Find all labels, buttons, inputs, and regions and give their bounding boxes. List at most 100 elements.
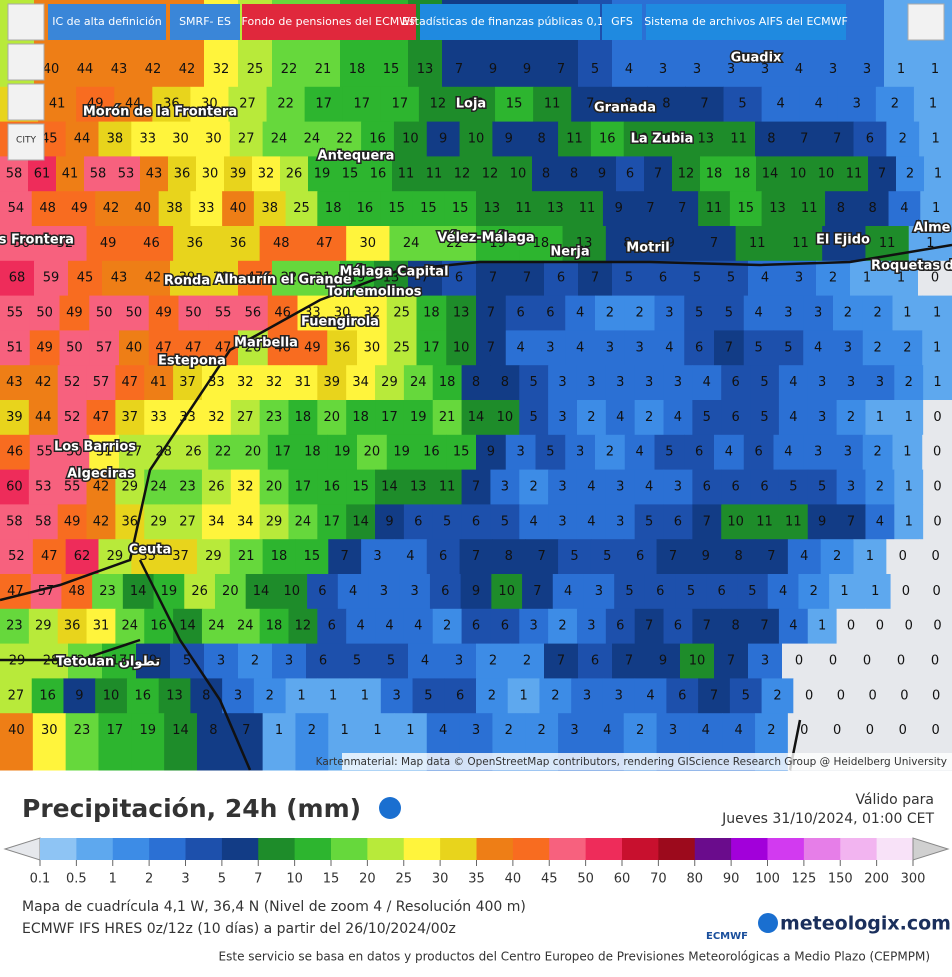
- cell-value: 50: [36, 306, 53, 321]
- grid-cell: [634, 400, 665, 436]
- grid-cell: [692, 608, 722, 645]
- toolbar-button[interactable]: [170, 4, 240, 40]
- cell-value: 54: [8, 201, 25, 216]
- cell-value: 10: [498, 584, 515, 599]
- grid-cell: [184, 574, 216, 610]
- grid-cell: [656, 121, 690, 157]
- cell-value: 16: [369, 132, 386, 147]
- cell-value: 38: [261, 201, 278, 216]
- grid-cell: [476, 434, 507, 471]
- cell-value: 30: [41, 723, 58, 738]
- cell-value: 43: [146, 166, 163, 181]
- grid-cell: [892, 434, 923, 471]
- cell-value: 16: [150, 619, 167, 634]
- cell-value: 58: [6, 514, 23, 529]
- grid-cell: [519, 365, 549, 401]
- legend-swatch: [258, 838, 296, 860]
- cell-value: 59: [43, 271, 60, 286]
- grid-cell: [446, 434, 477, 471]
- cell-value: 61: [34, 166, 51, 181]
- cell-value: 6: [656, 584, 664, 599]
- grid-cell: [432, 504, 463, 540]
- grid-cell: [288, 504, 318, 540]
- toolbar-button[interactable]: [242, 4, 416, 40]
- place-label: Morón de la Frontera: [83, 105, 237, 120]
- grid-cell: [892, 295, 923, 331]
- cell-value: 4: [421, 654, 429, 669]
- grid-cell: [432, 365, 463, 401]
- cell-value: 2: [505, 723, 513, 738]
- grid-cell: [399, 574, 431, 610]
- grid-cell: [576, 608, 607, 645]
- grid-cell: [114, 86, 153, 123]
- grid-cell: [894, 469, 924, 505]
- grid-cell: [571, 678, 604, 714]
- cell-value: 10: [818, 166, 835, 181]
- cell-value: 7: [487, 340, 495, 355]
- grid-cell: [0, 574, 32, 610]
- grid-cell: [836, 608, 866, 645]
- grid-cell: [267, 434, 298, 471]
- cell-value: 4: [625, 62, 633, 77]
- place-label: Tetouan تطوان: [56, 655, 160, 670]
- cell-value: 32: [364, 306, 381, 321]
- grid-cell: [288, 469, 318, 505]
- grid-cell: [297, 295, 328, 331]
- cell-value: 6: [328, 619, 336, 634]
- grid-cell: [894, 608, 924, 645]
- grid-cell: [28, 469, 59, 505]
- cell-value: 17: [295, 480, 312, 495]
- cell-value: 23: [179, 480, 196, 495]
- side-button[interactable]: [7, 43, 45, 81]
- grid-cell: [522, 574, 554, 610]
- grid-cell: [692, 365, 722, 401]
- place-label: Granada: [594, 101, 656, 116]
- cell-value: 1: [897, 271, 905, 286]
- legend-swatch: [112, 838, 150, 860]
- toolbar-button[interactable]: [646, 4, 846, 40]
- legend-tick-label: 10: [286, 872, 303, 887]
- grid-cell: [208, 295, 239, 331]
- grid-cell: [0, 226, 44, 262]
- cell-value: 9: [487, 445, 495, 460]
- side-button[interactable]: [7, 3, 45, 41]
- toolbar-button[interactable]: [602, 4, 642, 40]
- cell-value: 44: [125, 97, 142, 112]
- cell-value: 10: [453, 340, 470, 355]
- cell-value: 1: [341, 723, 349, 738]
- info-icon[interactable]: [379, 797, 401, 819]
- grid-cell: [29, 330, 60, 366]
- cell-value: 47: [122, 375, 139, 390]
- grid-cell: [306, 260, 341, 297]
- cell-value: 41: [150, 375, 167, 390]
- grid-cell: [0, 434, 31, 471]
- grid-cell: [807, 400, 838, 436]
- side-button[interactable]: [7, 123, 45, 161]
- cell-value: 19: [349, 271, 366, 286]
- grid-cell: [216, 226, 261, 262]
- cell-value: 17: [315, 97, 332, 112]
- grid-cell: [836, 365, 866, 401]
- grid-cell: [0, 191, 33, 227]
- grid-cell: [571, 191, 604, 227]
- cell-value: 4: [789, 375, 797, 390]
- grid-cell: [750, 504, 780, 540]
- cell-value: 12: [678, 166, 695, 181]
- cell-value: 14: [352, 514, 369, 529]
- legend-tick-label: 125: [791, 872, 816, 887]
- grid-cell: [267, 330, 298, 366]
- grid-cell: [729, 191, 763, 227]
- cell-value: 4: [616, 410, 624, 425]
- grid-cell: [750, 469, 780, 505]
- cell-value: 22: [281, 271, 298, 286]
- cell-value: 27: [239, 97, 256, 112]
- cell-value: 7: [646, 201, 654, 216]
- share-button[interactable]: [907, 3, 945, 41]
- toolbar-button[interactable]: [48, 4, 166, 40]
- cell-value: 46: [274, 340, 291, 355]
- grid-cell: [238, 295, 269, 331]
- grid-cell: [793, 678, 826, 714]
- cell-value: 22: [277, 97, 294, 112]
- toolbar-button[interactable]: [420, 4, 600, 40]
- side-button[interactable]: [7, 83, 45, 121]
